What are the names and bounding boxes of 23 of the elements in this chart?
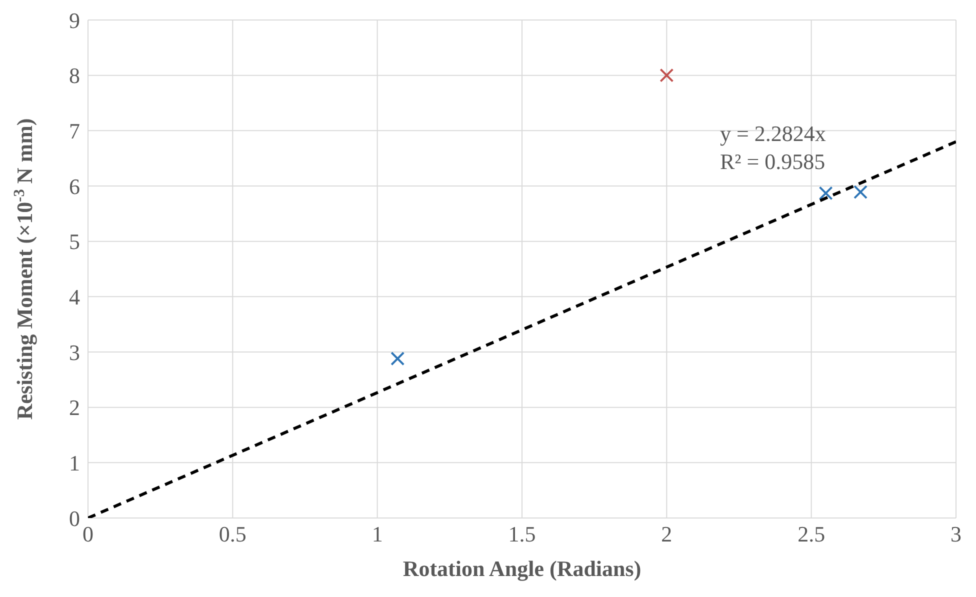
x-tick-label: 2 bbox=[661, 522, 672, 547]
point bbox=[818, 186, 833, 200]
y-tick-label: 5 bbox=[69, 229, 80, 254]
y-tick-label: 8 bbox=[69, 63, 80, 88]
y-tick-label: 0 bbox=[69, 506, 80, 531]
point bbox=[660, 68, 674, 82]
annotation: R² = 0.9585 bbox=[720, 148, 826, 176]
y-tick-label: 7 bbox=[69, 118, 80, 144]
x-axis-title: Rotation Angle (Radians) bbox=[402, 556, 642, 581]
x-tick-label: 1.5 bbox=[508, 522, 536, 547]
point bbox=[390, 352, 405, 366]
x-tick-label: 2.5 bbox=[798, 522, 826, 547]
y-tick-label: 2 bbox=[69, 395, 80, 420]
y-tick-label: 1 bbox=[69, 450, 80, 476]
point bbox=[854, 185, 868, 200]
y-tick-label: 6 bbox=[69, 174, 80, 199]
y-tick-label: 4 bbox=[69, 284, 80, 310]
x-tick-label: 1 bbox=[372, 522, 383, 547]
x-tick-label: 0.5 bbox=[218, 522, 246, 547]
y-tick-label: 9 bbox=[69, 8, 80, 33]
annotation: y = 2.2824x bbox=[720, 120, 826, 148]
y-tick-label: 3 bbox=[69, 340, 80, 365]
x-tick-label: 3 bbox=[950, 522, 962, 547]
